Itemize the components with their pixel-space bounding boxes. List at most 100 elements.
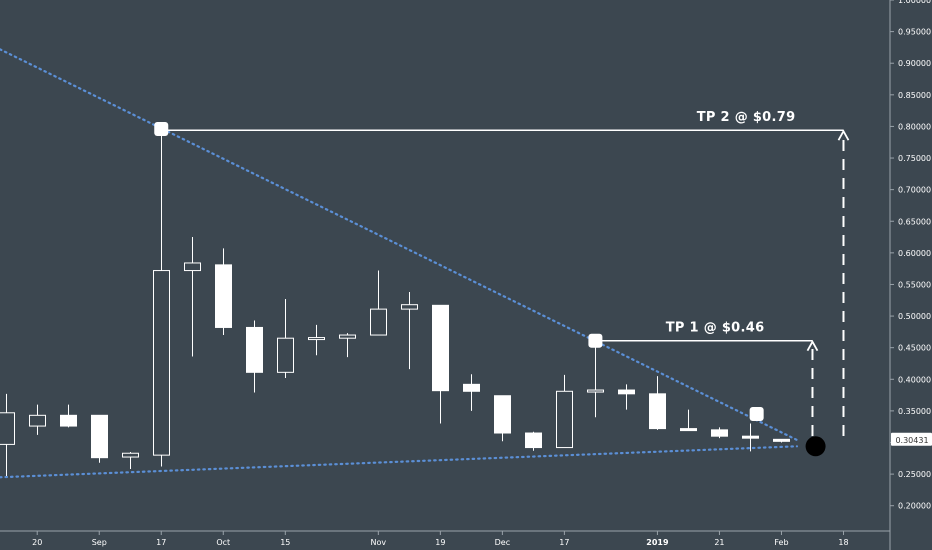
price-tick-label: 0.90000 xyxy=(898,59,931,68)
candle-body xyxy=(60,414,77,427)
price-tick-label: 0.40000 xyxy=(898,375,931,384)
candle-body xyxy=(432,304,449,392)
candle-body xyxy=(122,452,139,458)
price-tick-label: 0.20000 xyxy=(898,502,931,511)
candle xyxy=(153,128,170,467)
time-tick-label: 2019 xyxy=(646,538,669,547)
candle-body xyxy=(494,395,511,434)
price-tick-label: 0.60000 xyxy=(898,249,931,258)
candle xyxy=(29,404,46,435)
candle xyxy=(463,374,480,411)
candle-body xyxy=(29,414,46,427)
price-tick-label: 0.55000 xyxy=(898,280,931,289)
time-tick-label: 18 xyxy=(838,538,848,547)
candle xyxy=(556,374,573,449)
time-tick-label: 20 xyxy=(32,538,42,547)
target-label: TP 2 @ $0.79 xyxy=(697,110,796,125)
candle-body xyxy=(711,429,728,437)
candle xyxy=(742,423,759,452)
candle-body xyxy=(153,270,170,456)
time-tick-label: 17 xyxy=(156,538,166,547)
candle-body xyxy=(680,428,697,432)
candle xyxy=(618,384,635,410)
candle xyxy=(494,395,511,442)
target-arrowhead xyxy=(837,129,850,141)
price-tick-label: 0.25000 xyxy=(898,470,931,479)
candle xyxy=(60,404,77,428)
candle-body xyxy=(773,438,790,442)
marker-square xyxy=(749,407,764,422)
target-lines: TP 2 @ $0.79 TP 1 @ $0.46 xyxy=(161,110,850,436)
candle xyxy=(432,304,449,424)
current-price-tag: 0.30431 xyxy=(891,432,932,446)
time-tick-label: Sep xyxy=(92,538,107,547)
candle xyxy=(246,320,263,393)
candle-body xyxy=(525,432,542,449)
candle xyxy=(370,270,387,336)
candle xyxy=(401,292,418,370)
candle xyxy=(711,427,728,439)
time-tick-label: 15 xyxy=(280,538,290,547)
candle-body xyxy=(339,334,356,339)
time-axis: 20 Sep 17 Oct 15 Nov 19 Dec 17 2019 21 Feb 18 xyxy=(32,531,849,547)
time-tick-label: 19 xyxy=(435,538,445,547)
candle-body xyxy=(587,389,604,393)
candle-body xyxy=(0,412,15,445)
candles xyxy=(0,128,790,477)
candle xyxy=(0,393,15,477)
target-arrowhead xyxy=(806,339,819,352)
markers xyxy=(154,121,826,457)
price-tick-label: 0.95000 xyxy=(898,28,931,37)
time-tick-label: Oct xyxy=(216,538,230,547)
time-tick-label: Nov xyxy=(371,538,387,547)
price-tick-label: 0.85000 xyxy=(898,91,931,100)
candle-body xyxy=(370,308,387,336)
candle xyxy=(184,237,201,357)
price-tick-label: 0.75000 xyxy=(898,154,931,163)
trendlines xyxy=(0,48,799,479)
current-price-tag-bg xyxy=(891,432,932,446)
candle-body xyxy=(91,414,108,459)
price-tick-label: 0.80000 xyxy=(898,122,931,131)
target-label: TP 1 @ $0.46 xyxy=(666,321,765,336)
time-tick-label: Dec xyxy=(495,538,510,547)
candle-body xyxy=(246,326,263,373)
price-tick-label: 0.65000 xyxy=(898,217,931,226)
candle xyxy=(277,299,294,379)
candle-body xyxy=(277,337,294,373)
candle xyxy=(587,341,604,418)
marker-square xyxy=(154,121,169,136)
price-tick-label: 0.50000 xyxy=(898,312,931,321)
candle-body xyxy=(742,435,759,439)
candle xyxy=(122,451,139,470)
candle xyxy=(525,431,542,451)
marker-square xyxy=(588,333,603,348)
candle-body xyxy=(618,389,635,395)
price-tick-label: 0.35000 xyxy=(898,407,931,416)
price-tick-label: 1.00000 xyxy=(898,0,931,5)
time-tick-label: Feb xyxy=(774,538,788,547)
time-tick-label: 17 xyxy=(559,538,569,547)
candle-body xyxy=(463,383,480,392)
candle-body xyxy=(401,304,418,310)
lower-trendline xyxy=(0,445,799,479)
current-point-dot xyxy=(805,436,826,457)
candle-body xyxy=(215,264,232,328)
candle xyxy=(649,376,666,430)
price-tick-label: 0.70000 xyxy=(898,186,931,195)
candle xyxy=(215,248,232,336)
time-tick-label: 21 xyxy=(714,538,724,547)
candle xyxy=(339,333,356,358)
candle-body xyxy=(308,337,325,341)
price-tick-label: 0.45000 xyxy=(898,344,931,353)
candle-body xyxy=(556,390,573,449)
candle xyxy=(680,409,697,432)
candle-body xyxy=(649,393,666,430)
candle xyxy=(308,324,325,356)
current-price-label: 0.30431 xyxy=(895,436,928,445)
candle xyxy=(91,414,108,463)
candle-body xyxy=(184,262,201,272)
upper-trendline xyxy=(0,48,799,442)
